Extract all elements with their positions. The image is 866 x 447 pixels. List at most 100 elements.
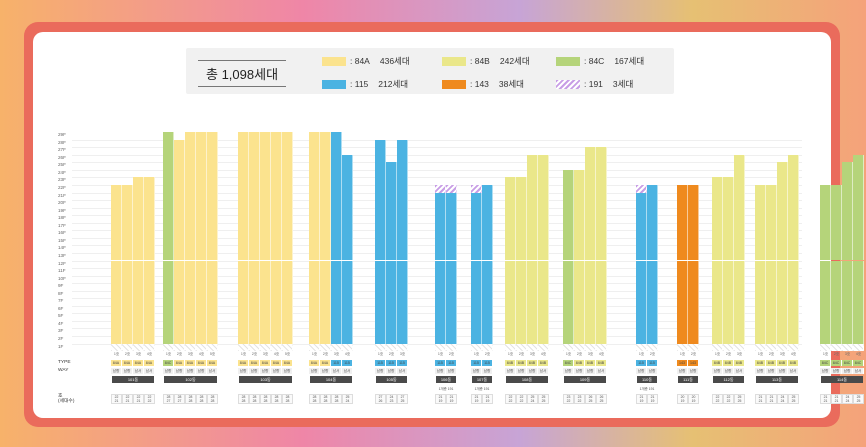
unit-number: 2호 xyxy=(690,352,697,357)
unit-cell xyxy=(397,215,408,223)
unit-cell xyxy=(282,275,293,284)
unit-cell xyxy=(505,275,516,284)
unit-cell xyxy=(342,283,353,291)
unit-cell xyxy=(331,154,342,163)
unit-cell xyxy=(185,139,196,148)
unit-cell xyxy=(853,237,864,246)
unit-cell xyxy=(122,237,133,246)
pilotis-cell xyxy=(249,343,260,352)
unit-way: 남향 xyxy=(471,368,482,374)
floor-label: 9F xyxy=(58,283,64,289)
unit-type: 84B xyxy=(574,360,585,366)
unit-cell xyxy=(111,268,122,276)
unit-cell xyxy=(596,169,607,178)
unit-cell xyxy=(174,139,185,148)
legend-item-115: : 115 212세대 xyxy=(322,78,408,90)
unit-cell xyxy=(734,169,745,178)
building-note: 1개층 191 xyxy=(438,387,454,391)
unit-cell xyxy=(309,290,320,299)
unit-cell xyxy=(585,147,596,155)
unit-cell xyxy=(331,139,342,148)
unit-count: 20 19 xyxy=(688,394,699,404)
unit-cell xyxy=(342,169,353,178)
unit-cell xyxy=(271,200,282,208)
row-label-bottom: 호 (세대수) xyxy=(58,394,75,404)
unit-type: 84B xyxy=(712,360,723,366)
unit-cell xyxy=(282,177,293,185)
floor-label: 11F xyxy=(58,268,66,274)
unit-cell xyxy=(282,268,293,276)
unit-cell xyxy=(320,215,331,223)
unit-cell xyxy=(766,275,777,284)
unit-cell xyxy=(585,230,596,238)
unit-cell xyxy=(788,298,799,306)
unit-cell xyxy=(397,162,408,170)
unit-cell xyxy=(375,139,386,148)
unit-count: 23 22 xyxy=(574,394,585,404)
unit-type: 115 xyxy=(482,360,493,366)
unit-cell xyxy=(677,298,688,306)
unit-cell xyxy=(320,283,331,291)
unit-cell xyxy=(309,245,320,253)
unit-cell xyxy=(842,177,853,185)
unit-cell xyxy=(596,207,607,216)
unit-cell xyxy=(585,245,596,253)
unit-cell xyxy=(734,305,745,314)
unit-cell xyxy=(163,177,174,185)
unit-cell xyxy=(207,252,218,261)
unit-way: 남향 xyxy=(271,368,282,374)
unit-cell xyxy=(734,222,745,231)
unit-count: 28 28 xyxy=(282,394,293,404)
unit-count: 22 22 xyxy=(723,394,734,404)
pilotis-cell xyxy=(282,343,293,352)
unit-cell xyxy=(636,207,647,216)
unit-cell xyxy=(482,313,493,321)
unit-cell xyxy=(163,154,174,163)
unit-cell xyxy=(320,275,331,284)
unit-cell xyxy=(133,192,144,201)
unit-cell xyxy=(174,328,185,336)
unit-cell xyxy=(723,185,734,193)
unit-cell xyxy=(853,290,864,299)
unit-cell xyxy=(309,260,320,269)
unit-cell xyxy=(331,320,342,329)
unit-cell xyxy=(446,252,457,261)
unit-cell xyxy=(309,177,320,185)
unit-count: 27 25 xyxy=(397,394,408,404)
unit-cell xyxy=(516,283,527,291)
unit-cell xyxy=(271,192,282,201)
unit-cell xyxy=(734,275,745,284)
unit-cell xyxy=(574,245,585,253)
unit-cell xyxy=(185,260,196,269)
unit-cell xyxy=(482,222,493,231)
unit-cell xyxy=(755,336,766,344)
unit-number: 1호 xyxy=(113,352,120,357)
unit-cell xyxy=(163,245,174,253)
unit-cell xyxy=(111,313,122,321)
unit-cell xyxy=(207,207,218,216)
unit-cell xyxy=(174,215,185,223)
unit-cell xyxy=(755,222,766,231)
unit-cell xyxy=(342,237,353,246)
unit-cell xyxy=(122,336,133,344)
unit-cell xyxy=(585,200,596,208)
unit-cell xyxy=(563,169,574,178)
unit-cell xyxy=(596,200,607,208)
unit-cell xyxy=(842,230,853,238)
unit-type: 84A xyxy=(174,360,185,366)
unit-cell xyxy=(842,207,853,216)
unit-count: 23 22 xyxy=(563,394,574,404)
unit-cell xyxy=(238,336,249,344)
unit-cell xyxy=(585,162,596,170)
unit-cell xyxy=(309,336,320,344)
unit-cell xyxy=(788,313,799,321)
unit-cell xyxy=(471,313,482,321)
unit-number: 1호 xyxy=(638,352,645,357)
unit-cell xyxy=(723,320,734,329)
unit-way: 남향 xyxy=(320,368,331,374)
unit-cell xyxy=(260,298,271,306)
unit-cell xyxy=(196,207,207,216)
pilotis-cell xyxy=(842,343,853,352)
unit-cell xyxy=(260,154,271,163)
unit-cell xyxy=(788,328,799,336)
